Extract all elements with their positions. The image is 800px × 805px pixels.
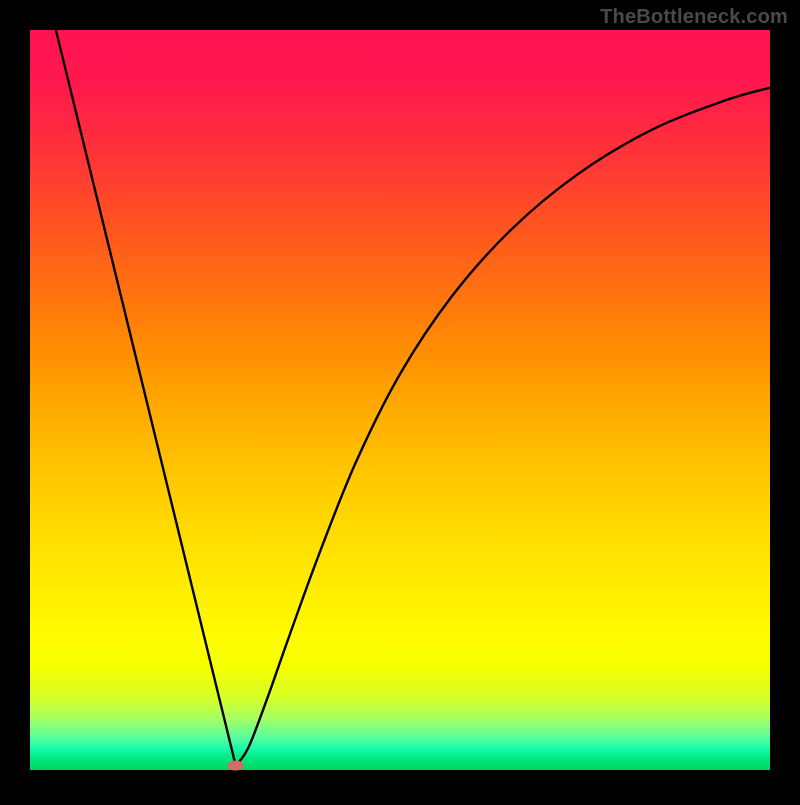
chart-gradient-background (30, 30, 770, 770)
min-point-marker (228, 761, 244, 771)
bottleneck-chart (0, 0, 800, 800)
watermark-text: TheBottleneck.com (600, 6, 788, 29)
chart-container: TheBottleneck.com (0, 0, 800, 800)
